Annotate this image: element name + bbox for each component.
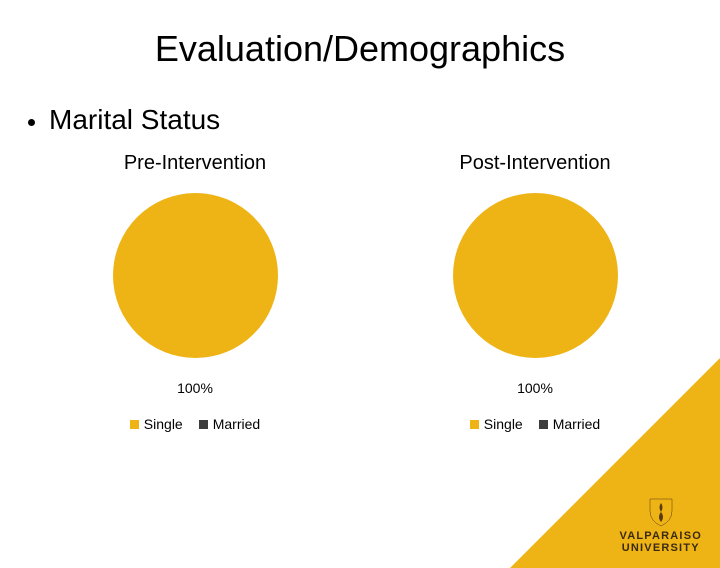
page-title: Evaluation/Demographics xyxy=(0,28,720,70)
legend-item-single-left: Single xyxy=(130,416,183,432)
swatch-married-left-icon xyxy=(199,420,208,429)
pie-chart-right xyxy=(453,193,618,358)
swatch-single-left-icon xyxy=(130,420,139,429)
swatch-single-right-icon xyxy=(470,420,479,429)
bullet-row: Marital Status xyxy=(28,104,720,136)
bullet-dot-icon xyxy=(28,119,35,126)
chart-title-left: Pre-Intervention xyxy=(124,152,266,175)
chart-title-right: Post-Intervention xyxy=(459,152,610,175)
chart-pre-intervention: Pre-Intervention 100% Single Married xyxy=(70,152,320,432)
legend-left: Single Married xyxy=(130,416,260,432)
legend-item-married-left: Married xyxy=(199,416,260,432)
bullet-text: Marital Status xyxy=(49,104,220,136)
pct-label-left: 100% xyxy=(177,380,213,396)
pie-chart-left xyxy=(113,193,278,358)
legend-label-married-left: Married xyxy=(213,416,260,432)
logo-text-line2: UNIVERSITY xyxy=(622,542,700,554)
legend-label-single-left: Single xyxy=(144,416,183,432)
logo-text-line1: VALPARAISO xyxy=(620,530,703,542)
university-logo: VALPARAISO UNIVERSITY xyxy=(620,497,703,554)
shield-icon xyxy=(648,497,674,527)
